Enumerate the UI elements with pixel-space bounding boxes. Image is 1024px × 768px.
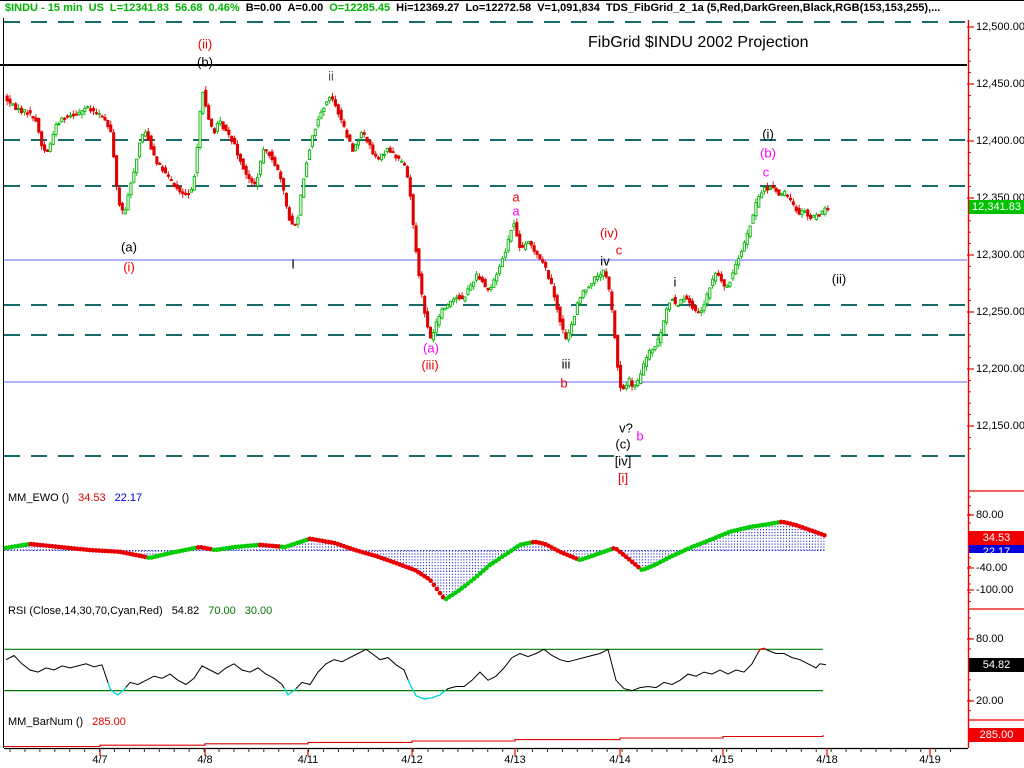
date-axis-label: 4/14 [609,754,631,766]
date-axis-label: 4/18 [816,754,838,766]
rsi-label-row: RSI (Close,14,30,70,Cyan,Red) 54.82 70.00 3… [8,605,281,617]
price-axis-label: 12,300.00 [976,249,1024,261]
wave-annotation: i [673,274,677,290]
wave-annotation: (ii) [197,36,213,52]
rsi-value-badge: 54.82 [969,658,1024,672]
toolbar-segment: O=12285.45 [329,2,391,14]
wave-annotation: iii [561,356,571,372]
wave-annotation: (iv) [599,225,619,241]
mm_barnum-label-row: MM_BarNum () 285.00 [8,716,135,728]
wave-annotation: (b) [197,54,213,70]
ewo-axis-label: 80.00 [976,509,1004,521]
indicator-label-segment: MM_BarNum () [8,716,84,728]
date-axis-label: 4/19 [919,754,941,766]
toolbar-segment: A=0.00 [287,2,324,14]
chart-title: FibGrid $INDU 2002 Projection [588,34,809,51]
wave-annotation: (a) [121,239,137,255]
date-axis-label: 4/7 [92,754,108,766]
wave-annotation: (ii) [831,271,847,287]
indicator-label-segment: 30.00 [244,605,273,617]
wave-annotation: (a) [423,340,439,356]
wave-annotation: I [291,256,295,272]
toolbar-segment: L=12341.83 [109,2,169,14]
wave-annotation: ii [328,68,334,84]
price-axis-label: 12,250.00 [976,306,1024,318]
date-axis-label: 4/15 [712,754,734,766]
indicator-label-segment: RSI (Close,14,30,70,Cyan,Red) [8,605,163,617]
wave-annotation: [i] [617,470,629,486]
ewo-axis-label: -100.00 [976,584,1014,596]
wave-annotation: b [560,375,568,391]
toolbar-segment: V=1,091,834 [537,2,600,14]
wave-annotation: (i) [123,259,135,275]
wave-annotation: iv [600,253,610,269]
indicator-label-segment: 34.53 [78,492,106,504]
wave-annotation: (i) [762,126,774,142]
candlestick-series [5,86,830,392]
wave-annotation: (b) [760,145,776,161]
toolbar-segment: B=0.00 [245,2,282,14]
date-axis-label: 4/11 [297,754,319,766]
ewo-indicator [3,519,827,602]
wave-annotation: b [636,428,644,444]
toolbar-segment: Lo=12272.58 [465,2,532,14]
date-axis-label: 4/8 [197,754,213,766]
wave-annotation: v? [619,420,633,436]
wave-annotation: a [512,189,520,205]
wave-annotation: c [762,164,770,180]
indicator-label-segment: 22.17 [114,492,143,504]
price-axis-label: 12,200.00 [976,363,1024,375]
barnum-value-badge: 285.00 [969,728,1024,742]
price-axis-label: 12,400.00 [976,135,1024,147]
indicator-label-segment: MM_EWO () [8,492,70,504]
ewo-value-badge: 22.17 [969,545,1024,553]
indicator-label-segment: 285.00 [92,716,126,728]
indicator-label-segment: 70.00 [208,605,236,617]
mm_ewo-label-row: MM_EWO () 34.53 22.17 [8,492,151,504]
ewo-value-badge: 34.53 [969,531,1024,545]
rsi-indicator [4,647,827,700]
price-axis-label: 12,500.00 [976,21,1024,33]
last-price-badge: 12,341.83 [969,200,1024,214]
wave-annotation: (iii) [421,357,439,373]
barnum-line [4,735,824,748]
price-axis-label: 12,150.00 [976,420,1024,432]
wave-annotation: a [512,203,520,219]
toolbar-segment: 56.68 [174,2,203,14]
rsi-axis-label: 80.00 [976,633,1004,645]
wave-annotation: [iv] [614,453,632,469]
price-axis-label: 12,450.00 [976,78,1024,90]
toolbar-segment: $INDU - 15 min [5,2,83,14]
toolbar-segment: 0.46% [208,2,240,14]
chart-status-toolbar: $INDU - 15 min US L=12341.83 56.68 0.46% B=0.… [5,2,946,14]
wave-annotation: (c) [615,436,631,452]
indicator-label-segment: 54.82 [171,605,200,617]
date-axis-label: 4/13 [504,754,526,766]
toolbar-segment: TDS_FibGrid_2_1a (5,Red,DarkGreen,Black,… [605,2,941,14]
wave-annotation: c [615,242,623,258]
date-axis-label: 4/12 [401,754,423,766]
ewo-axis-label: -40.00 [976,562,1008,574]
toolbar-segment: Hi=12369.27 [396,2,460,14]
axes [4,20,1024,756]
rsi-axis-label: 20.00 [976,695,1004,707]
toolbar-segment: US [88,2,104,14]
